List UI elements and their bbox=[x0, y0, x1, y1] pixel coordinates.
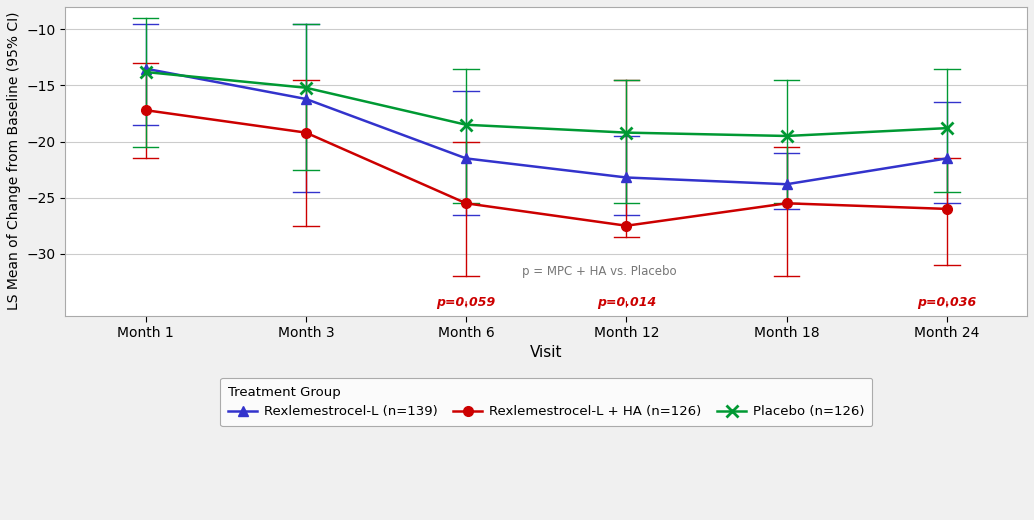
Text: p=0.059: p=0.059 bbox=[436, 296, 495, 309]
Legend: Rexlemestrocel-L (n=139), Rexlemestrocel-L + HA (n=126), Placebo (n=126): Rexlemestrocel-L (n=139), Rexlemestrocel… bbox=[220, 378, 873, 426]
Text: p=0.014: p=0.014 bbox=[597, 296, 656, 309]
Text: p=0.036: p=0.036 bbox=[917, 296, 976, 309]
Text: p = MPC + HA vs. Placebo: p = MPC + HA vs. Placebo bbox=[522, 265, 677, 278]
X-axis label: Visit: Visit bbox=[530, 345, 562, 360]
Y-axis label: LS Mean of Change from Baseline (95% CI): LS Mean of Change from Baseline (95% CI) bbox=[7, 12, 21, 310]
